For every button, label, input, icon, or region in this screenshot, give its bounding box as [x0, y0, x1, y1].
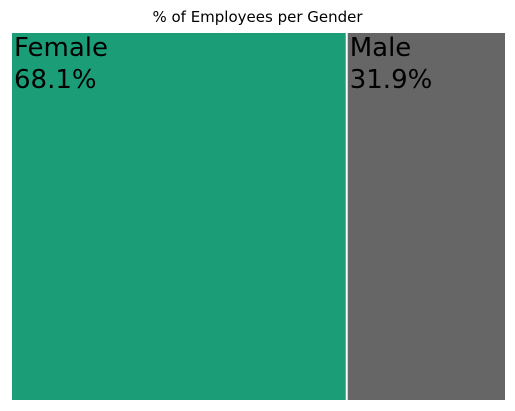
tile-label-female: Female	[14, 33, 108, 63]
tile-male	[347, 33, 505, 400]
tile-value-male: 31.9%	[350, 65, 433, 95]
tile-value-female: 68.1%	[14, 65, 97, 95]
tile-label-male: Male	[350, 33, 412, 63]
tile-female	[12, 33, 346, 400]
chart-title: % of Employees per Gender	[152, 8, 363, 26]
